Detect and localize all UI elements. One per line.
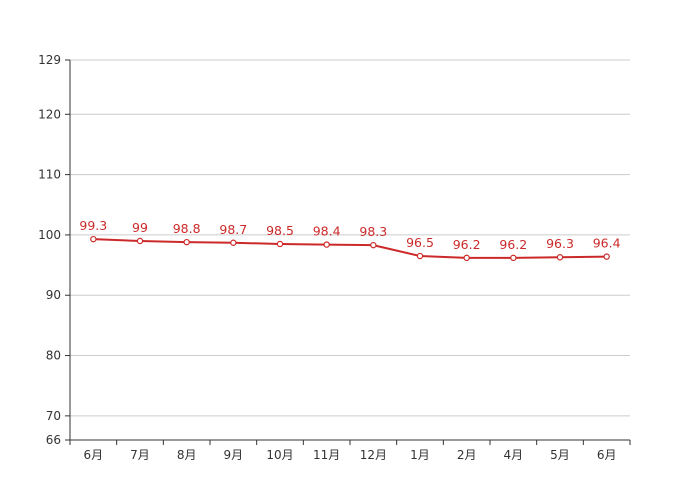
- data-point: [416, 252, 424, 260]
- y-tick-label: 90: [46, 288, 61, 302]
- data-point: [276, 240, 284, 248]
- x-tick-label: 1月: [410, 448, 430, 462]
- y-tick-label: 100: [38, 228, 61, 242]
- x-tick-label: 2月: [457, 448, 477, 462]
- x-tick-label: 6月: [597, 448, 617, 462]
- data-point: [323, 241, 330, 248]
- data-point: [230, 239, 237, 246]
- data-point: [370, 241, 377, 249]
- data-point: [136, 237, 144, 245]
- y-tick-label: 129: [38, 53, 61, 67]
- data-label: 98.7: [219, 222, 247, 237]
- data-point: [556, 254, 564, 261]
- data-point: [90, 235, 97, 243]
- data-label: 96.3: [546, 236, 574, 251]
- x-tick-label: 6月: [84, 448, 104, 462]
- data-label: 98.3: [359, 224, 387, 239]
- y-tick-label: 120: [38, 107, 61, 121]
- x-tick-label: 4月: [504, 448, 524, 462]
- data-point: [183, 238, 190, 246]
- x-tick-label: 11月: [313, 448, 340, 462]
- gridlines: [70, 59, 630, 417]
- x-tick-label: 9月: [224, 448, 244, 462]
- data-labels: 99.3 99 98.8 98.7 98.5 98.4 98.3 96.5 96.2 96.2 96…: [79, 218, 620, 252]
- x-tick-label: 10月: [266, 448, 293, 462]
- y-tick-label: 110: [38, 168, 61, 182]
- y-tick-label: 80: [46, 349, 61, 363]
- x-tick-label: 12月: [360, 448, 387, 462]
- data-point: [603, 253, 610, 260]
- data-label: 96.2: [499, 237, 527, 252]
- y-tick-label: 66: [46, 433, 61, 447]
- series-line: [93, 238, 607, 259]
- data-label: 98.5: [266, 223, 294, 238]
- data-label: 99.3: [79, 218, 107, 233]
- data-label: 96.5: [406, 235, 434, 250]
- data-point: [463, 254, 470, 262]
- axes: 66 70 80 90 100 110 120 129 6月 7月 8月 9月 10月 11月 12月 1月 2…: [38, 53, 631, 462]
- series-line-group: [90, 235, 610, 262]
- data-label: 96.4: [593, 236, 621, 251]
- x-tick-label: 5月: [550, 448, 570, 462]
- x-tick-label: 7月: [130, 448, 150, 462]
- x-tick-label: 8月: [177, 448, 197, 462]
- data-label: 98.8: [173, 221, 201, 236]
- data-point: [510, 254, 517, 262]
- data-label: 96.2: [453, 237, 481, 252]
- data-label: 99: [132, 220, 148, 235]
- data-label: 98.4: [313, 224, 341, 239]
- y-tick-label: 70: [46, 409, 61, 423]
